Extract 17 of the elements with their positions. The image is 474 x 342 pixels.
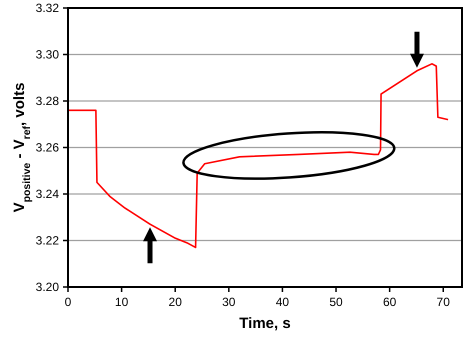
y-tick-label: 3.28 [36, 94, 60, 108]
y-tick-label: 3.22 [36, 234, 60, 248]
line-series [67, 63, 449, 248]
y-tick-label: 3.24 [36, 187, 60, 202]
x-axis-title: Time, s [239, 315, 291, 332]
x-tick-label: 30 [222, 295, 236, 309]
y-tick-label: 3.32 [36, 1, 60, 16]
x-tick-label: 40 [276, 295, 290, 309]
y-tick-label: 3.26 [36, 140, 60, 155]
x-tick-label: 70 [436, 295, 450, 309]
y-tick-label: 3.30 [36, 48, 60, 62]
x-tick-label: 10 [114, 295, 129, 309]
y-tick-label: 3.20 [36, 280, 60, 294]
x-tick-label: 60 [382, 295, 397, 309]
x-tick-label: 0 [64, 295, 72, 309]
x-tick-label: 50 [329, 295, 344, 309]
x-tick-label: 20 [168, 295, 182, 309]
